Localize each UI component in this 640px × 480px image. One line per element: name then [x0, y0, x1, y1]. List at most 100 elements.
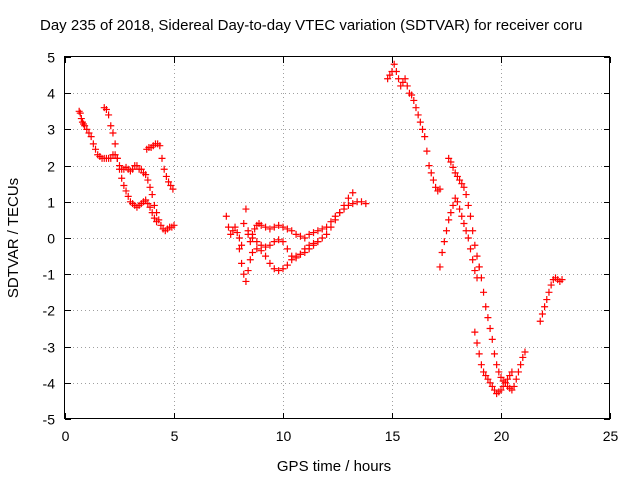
data-point: [440, 238, 448, 246]
data-point: [397, 82, 405, 90]
data-point: [558, 276, 566, 284]
data-point: [251, 225, 259, 233]
y-tick-label: 3: [47, 122, 55, 138]
data-point: [508, 386, 516, 394]
data-point: [279, 238, 287, 246]
x-tick-label: 0: [62, 428, 70, 444]
data-point: [469, 227, 477, 235]
data-point: [445, 154, 453, 162]
y-tick-label: 4: [47, 86, 55, 102]
data-point: [157, 221, 165, 229]
data-point: [105, 111, 113, 119]
data-point: [266, 241, 274, 249]
data-point: [142, 171, 150, 179]
data-point: [310, 229, 318, 237]
data-point: [384, 75, 392, 83]
data-point: [488, 382, 496, 390]
data-point: [116, 165, 123, 173]
data-point: [453, 172, 461, 180]
data-point: [305, 241, 313, 249]
data-point: [340, 201, 348, 209]
data-point: [421, 133, 429, 141]
data-point: [266, 259, 274, 267]
data-point: [275, 267, 283, 275]
data-point: [499, 382, 507, 390]
data-point: [144, 176, 152, 184]
data-point: [456, 205, 464, 213]
data-point: [83, 125, 91, 133]
data-point: [102, 105, 110, 113]
x-tick-label: 10: [276, 428, 292, 444]
data-point: [292, 254, 300, 262]
data-point: [469, 256, 477, 264]
data-point: [142, 196, 150, 204]
data-point: [169, 185, 177, 193]
x-tick-label: 15: [385, 428, 401, 444]
data-point: [75, 107, 83, 115]
data-point: [386, 71, 394, 79]
data-point: [77, 115, 85, 123]
data-point: [170, 221, 178, 229]
data-point: [362, 200, 370, 208]
data-point: [545, 288, 553, 296]
data-point: [262, 243, 270, 251]
chart-title: Day 235 of 2018, Sidereal Day-to-day VTE…: [40, 17, 582, 34]
data-point: [449, 163, 457, 171]
plot-frame: [64, 56, 610, 419]
data-point: [349, 189, 357, 197]
data-point: [475, 350, 483, 358]
data-point: [165, 178, 173, 186]
data-point: [488, 335, 496, 343]
data-point: [270, 238, 278, 246]
data-point: [484, 375, 492, 383]
data-point: [392, 67, 400, 75]
data-point: [490, 386, 498, 394]
y-tick-label: 1: [47, 195, 55, 211]
data-point: [480, 368, 488, 376]
data-point: [129, 165, 137, 173]
data-point: [447, 158, 455, 166]
data-point: [111, 151, 119, 159]
data-point: [538, 310, 546, 318]
data-point: [235, 234, 243, 242]
data-point: [508, 368, 516, 376]
data-point: [451, 194, 459, 202]
data-point: [85, 129, 93, 137]
data-point: [109, 129, 117, 137]
axis-ticks: [65, 57, 611, 420]
data-point: [318, 225, 326, 233]
data-point: [490, 350, 498, 358]
data-point: [521, 348, 529, 356]
data-point: [349, 200, 357, 208]
data-point: [283, 261, 291, 269]
data-point: [158, 154, 166, 162]
data-point: [92, 145, 100, 153]
data-point: [429, 176, 437, 184]
data-point: [283, 225, 291, 233]
data-point: [482, 372, 490, 380]
data-point: [229, 227, 237, 235]
data-point: [81, 122, 89, 130]
data-point: [144, 200, 152, 208]
data-point: [416, 118, 424, 126]
data-point: [87, 133, 95, 141]
data-point: [331, 216, 339, 224]
data-point: [89, 140, 97, 148]
data-point: [314, 227, 322, 235]
data-point: [242, 205, 250, 213]
data-point: [486, 325, 494, 332]
data-point: [262, 223, 270, 231]
data-point: [458, 212, 466, 220]
data-point: [222, 212, 230, 220]
data-point: [412, 104, 420, 112]
series-arc-2: [100, 104, 161, 226]
data-point: [497, 386, 505, 394]
data-point: [395, 75, 403, 83]
data-point: [266, 225, 274, 233]
data-point: [423, 147, 431, 155]
data-point: [146, 203, 154, 211]
data-point: [318, 234, 326, 242]
data-point: [541, 303, 549, 311]
data-points: [75, 60, 566, 398]
